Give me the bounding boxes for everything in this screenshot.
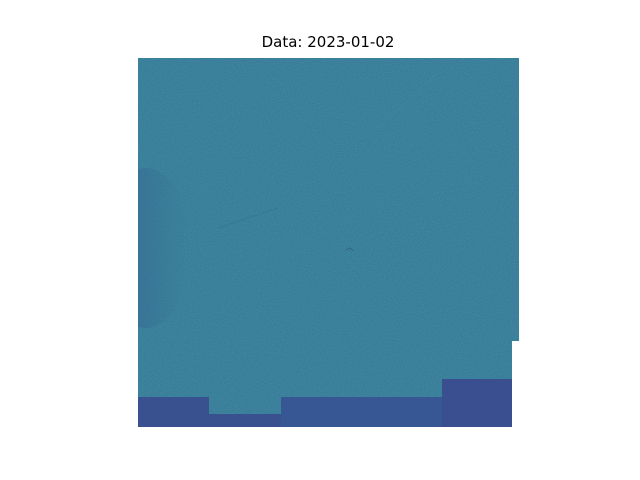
- raster-bottom-band: [138, 379, 512, 427]
- satellite-raster-image: [138, 58, 519, 427]
- figure-title: Data: 2023-01-02: [261, 33, 395, 51]
- raster-bottom-band-light: [281, 397, 442, 427]
- raster-linear-feature: [377, 67, 444, 129]
- raster-bottom-right-band: [442, 379, 512, 427]
- raster-speckle: [345, 247, 354, 252]
- raster-texture: [138, 58, 519, 427]
- raster-left-dark-patch: [138, 168, 191, 328]
- raster-linear-feature: [217, 207, 279, 229]
